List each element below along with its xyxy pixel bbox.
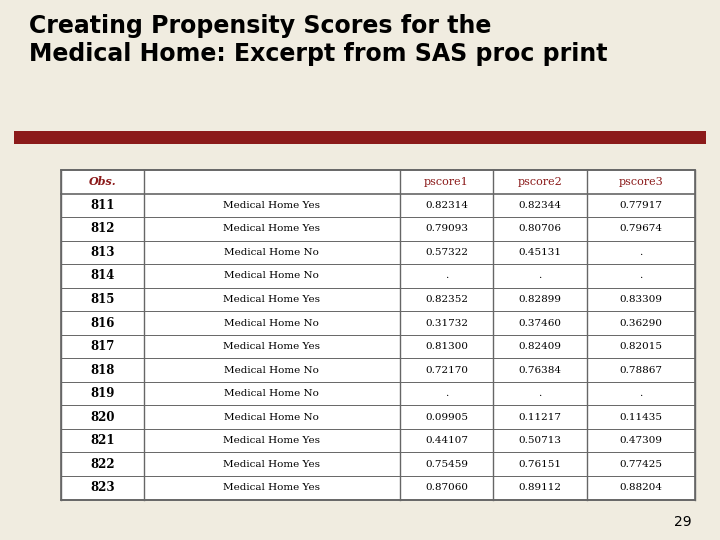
Text: 0.82314: 0.82314 xyxy=(425,201,468,210)
Text: 0.47309: 0.47309 xyxy=(619,436,662,445)
Text: 818: 818 xyxy=(91,363,114,376)
Text: 29: 29 xyxy=(674,515,691,529)
Text: pscore2: pscore2 xyxy=(518,177,562,187)
Text: Medical Home No: Medical Home No xyxy=(225,319,319,328)
Text: 0.50713: 0.50713 xyxy=(518,436,562,445)
Text: 813: 813 xyxy=(90,246,115,259)
Text: .: . xyxy=(639,248,642,257)
Text: .: . xyxy=(445,389,448,398)
Text: 0.77425: 0.77425 xyxy=(619,460,662,469)
Text: Obs.: Obs. xyxy=(89,177,117,187)
Text: 822: 822 xyxy=(90,458,115,471)
Text: Medical Home No: Medical Home No xyxy=(225,413,319,422)
Text: 0.72170: 0.72170 xyxy=(425,366,468,375)
Text: Medical Home Yes: Medical Home Yes xyxy=(223,342,320,351)
Text: Medical Home Yes: Medical Home Yes xyxy=(223,295,320,304)
Text: 0.88204: 0.88204 xyxy=(619,483,662,492)
Text: .: . xyxy=(445,272,448,280)
Text: .: . xyxy=(639,389,642,398)
Text: Medical Home No: Medical Home No xyxy=(225,248,319,257)
Text: 0.76384: 0.76384 xyxy=(518,366,562,375)
Text: 815: 815 xyxy=(91,293,114,306)
Text: .: . xyxy=(539,272,541,280)
Text: .: . xyxy=(639,272,642,280)
Text: Medical Home No: Medical Home No xyxy=(225,272,319,280)
Text: 0.31732: 0.31732 xyxy=(425,319,468,328)
Text: 0.79674: 0.79674 xyxy=(619,225,662,233)
Text: 0.87060: 0.87060 xyxy=(425,483,468,492)
Text: 812: 812 xyxy=(90,222,115,235)
Text: 0.11435: 0.11435 xyxy=(619,413,662,422)
Text: 816: 816 xyxy=(91,316,114,329)
Text: Creating Propensity Scores for the
Medical Home: Excerpt from SAS proc print: Creating Propensity Scores for the Medic… xyxy=(29,14,607,66)
Text: Medical Home Yes: Medical Home Yes xyxy=(223,483,320,492)
Text: 0.78867: 0.78867 xyxy=(619,366,662,375)
Text: 0.57322: 0.57322 xyxy=(425,248,468,257)
Text: 0.82409: 0.82409 xyxy=(518,342,562,351)
Text: pscore1: pscore1 xyxy=(424,177,469,187)
Text: pscore3: pscore3 xyxy=(618,177,663,187)
Text: 0.82352: 0.82352 xyxy=(425,295,468,304)
Text: 0.82015: 0.82015 xyxy=(619,342,662,351)
Text: 0.83309: 0.83309 xyxy=(619,295,662,304)
Text: 0.81300: 0.81300 xyxy=(425,342,468,351)
Text: 819: 819 xyxy=(91,387,114,400)
Text: 0.79093: 0.79093 xyxy=(425,225,468,233)
Text: Medical Home Yes: Medical Home Yes xyxy=(223,460,320,469)
Text: 811: 811 xyxy=(91,199,114,212)
Text: 0.45131: 0.45131 xyxy=(518,248,562,257)
Text: 0.37460: 0.37460 xyxy=(518,319,562,328)
Text: 0.75459: 0.75459 xyxy=(425,460,468,469)
Text: 0.36290: 0.36290 xyxy=(619,319,662,328)
Text: 817: 817 xyxy=(91,340,114,353)
Text: 0.82899: 0.82899 xyxy=(518,295,562,304)
Text: 0.09905: 0.09905 xyxy=(425,413,468,422)
Text: 0.11217: 0.11217 xyxy=(518,413,562,422)
Text: Medical Home Yes: Medical Home Yes xyxy=(223,225,320,233)
Text: Medical Home Yes: Medical Home Yes xyxy=(223,201,320,210)
Text: 823: 823 xyxy=(90,481,115,494)
Text: 821: 821 xyxy=(90,434,115,447)
Text: Medical Home Yes: Medical Home Yes xyxy=(223,436,320,445)
Text: .: . xyxy=(539,389,541,398)
Text: 0.80706: 0.80706 xyxy=(518,225,562,233)
Text: 820: 820 xyxy=(90,410,115,424)
Text: 0.77917: 0.77917 xyxy=(619,201,662,210)
Text: 0.76151: 0.76151 xyxy=(518,460,562,469)
Text: 0.89112: 0.89112 xyxy=(518,483,562,492)
Text: Medical Home No: Medical Home No xyxy=(225,389,319,398)
Text: Medical Home No: Medical Home No xyxy=(225,366,319,375)
Text: 0.82344: 0.82344 xyxy=(518,201,562,210)
Text: 0.44107: 0.44107 xyxy=(425,436,468,445)
Text: 814: 814 xyxy=(91,269,114,282)
